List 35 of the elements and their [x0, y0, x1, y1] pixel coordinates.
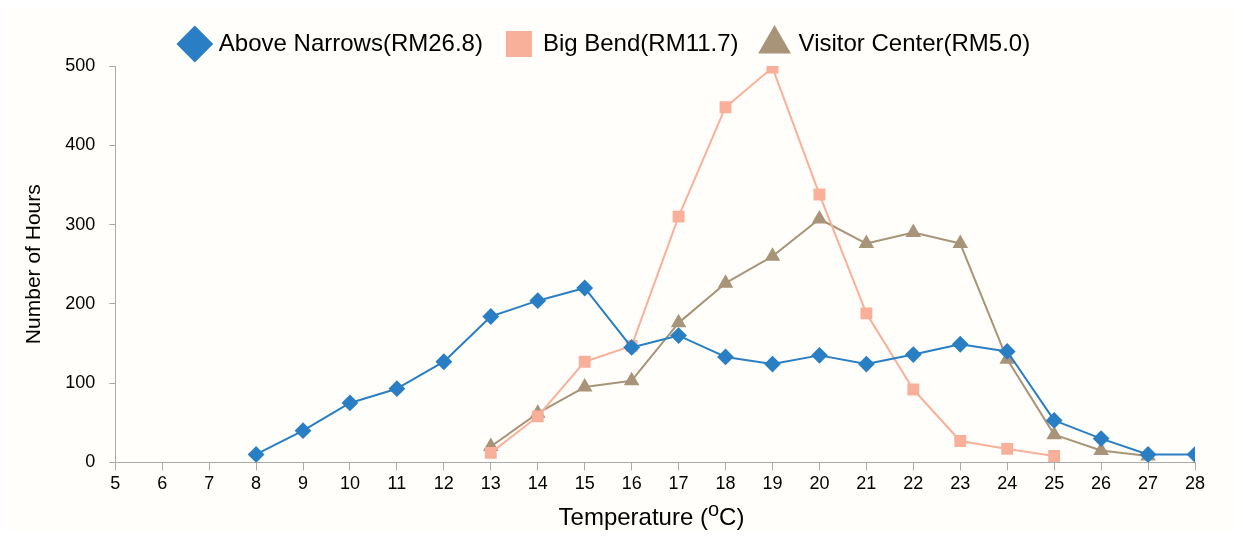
x-tick-label: 27 [1138, 473, 1159, 494]
x-tick-label: 14 [527, 473, 548, 494]
x-tick-label: 15 [574, 473, 595, 494]
x-tick-label: 5 [110, 473, 121, 494]
x-tick-label: 17 [668, 473, 689, 494]
y-tick-label: 400 [65, 134, 96, 155]
legend-label: Big Bend(RM11.7) [542, 28, 739, 56]
legend-label: Above Narrows(RM26.8) [218, 28, 483, 56]
x-tick-label: 23 [950, 473, 971, 494]
y-tick-label: 0 [85, 451, 96, 472]
x-tick-label: 16 [621, 473, 642, 494]
x-tick-label: 8 [251, 473, 262, 494]
x-tick-label: 19 [762, 473, 783, 494]
x-tick-label: 11 [387, 473, 407, 494]
y-tick-label: 300 [65, 213, 96, 234]
x-tick-label: 6 [157, 473, 168, 494]
y-tick-label: 100 [65, 372, 96, 393]
x-tick-label: 9 [298, 473, 309, 494]
x-tick-label: 21 [856, 473, 877, 494]
x-tick-label: 26 [1091, 473, 1112, 494]
x-tick-label: 25 [1044, 473, 1065, 494]
x-axis-title: Temperature ($^{o}$C) [557, 498, 746, 531]
y-axis-title: Number of Hours [21, 184, 45, 345]
x-tick-label: 22 [903, 473, 924, 494]
x-tick-label: 24 [997, 473, 1018, 494]
legend-label: Visitor Center(RM5.0) [798, 28, 1031, 56]
y-tick-label: 500 [65, 54, 96, 75]
x-tick-label: 12 [433, 473, 454, 494]
x-tick-label: 20 [809, 473, 830, 494]
x-tick-label: 10 [339, 473, 360, 494]
x-tick-label: 28 [1184, 473, 1206, 494]
x-tick-label: 18 [715, 473, 736, 494]
x-tick-label: 7 [204, 473, 215, 494]
y-tick-label: 200 [65, 292, 96, 313]
x-tick-label: 13 [480, 473, 501, 494]
